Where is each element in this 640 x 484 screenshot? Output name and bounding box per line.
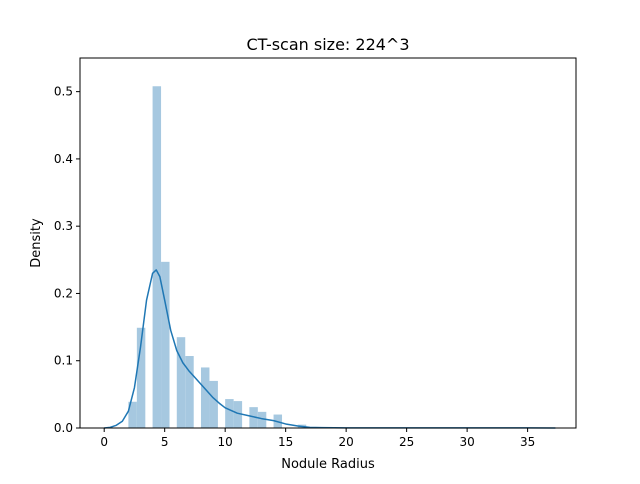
y-tick-label: 0.0 xyxy=(54,421,73,435)
histogram-bar xyxy=(161,261,170,428)
x-tick-label: 35 xyxy=(520,435,535,449)
kde-layer xyxy=(104,269,556,429)
x-tick-label: 10 xyxy=(218,435,233,449)
histogram-bar xyxy=(185,356,194,428)
y-tick-label: 0.3 xyxy=(54,219,73,233)
plot-frame xyxy=(79,57,577,429)
x-axis-label: Nodule Radius xyxy=(281,457,375,472)
histogram-bar xyxy=(209,380,218,428)
y-tick-label: 0.2 xyxy=(54,286,73,300)
x-axis-ticks: 0 5 10 15 20 25 30 35 xyxy=(100,428,535,449)
histogram-bar xyxy=(176,337,186,428)
histogram-bar xyxy=(225,399,234,428)
x-tick-label: 25 xyxy=(399,435,414,449)
histogram-bar xyxy=(257,411,267,428)
histogram-bars xyxy=(128,86,307,428)
histogram-bar xyxy=(128,401,137,428)
y-tick-label: 0.4 xyxy=(54,152,73,166)
histogram-bar xyxy=(152,86,162,428)
y-tick-label: 0.1 xyxy=(54,354,73,368)
kde-line xyxy=(104,269,556,429)
x-tick-label: 15 xyxy=(278,435,293,449)
histogram-bar xyxy=(136,327,146,428)
y-axis-ticks: 0.0 0.1 0.2 0.3 0.4 0.5 xyxy=(54,85,80,435)
x-tick-label: 0 xyxy=(100,435,108,449)
x-tick-label: 30 xyxy=(459,435,474,449)
x-tick-label: 5 xyxy=(161,435,169,449)
y-axis-label: Density xyxy=(29,218,44,268)
histogram-bar xyxy=(233,401,243,428)
x-tick-label: 20 xyxy=(339,435,354,449)
chart-title: CT-scan size: 224^3 xyxy=(246,35,409,54)
histogram-bar xyxy=(200,367,210,428)
y-tick-label: 0.5 xyxy=(54,85,73,99)
